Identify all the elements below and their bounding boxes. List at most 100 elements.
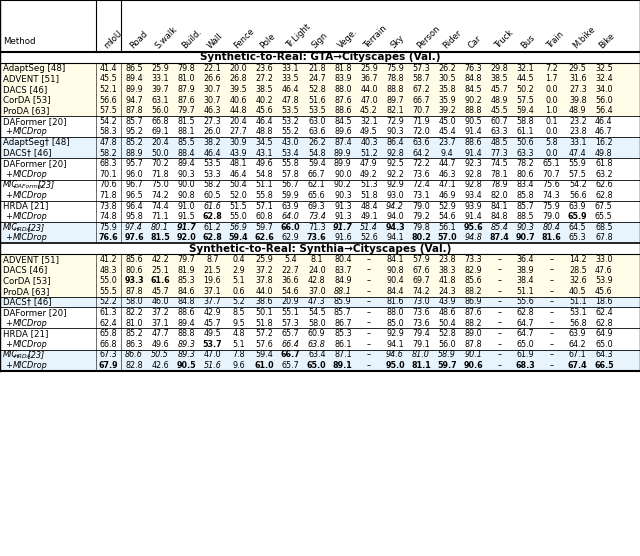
Text: 79.1: 79.1 <box>412 340 430 349</box>
Text: 88.4: 88.4 <box>177 148 195 157</box>
Text: 44.0: 44.0 <box>256 287 273 296</box>
Text: 21.5: 21.5 <box>204 266 221 275</box>
Text: 63.9: 63.9 <box>569 202 587 211</box>
Text: 65.3: 65.3 <box>569 234 587 242</box>
Bar <box>0 318 640 329</box>
Text: 54.2: 54.2 <box>569 180 587 190</box>
Text: 47.8: 47.8 <box>282 96 300 105</box>
Text: 57.3: 57.3 <box>412 64 430 73</box>
Text: [23]: [23] <box>24 350 44 359</box>
Text: 72.2: 72.2 <box>412 159 430 168</box>
Text: 78.9: 78.9 <box>491 180 508 190</box>
Text: 40.3: 40.3 <box>360 138 378 147</box>
Text: 38.5: 38.5 <box>491 75 508 83</box>
Text: +: + <box>6 170 15 179</box>
Text: 92.8: 92.8 <box>465 180 482 190</box>
Text: 47.0: 47.0 <box>204 350 221 359</box>
Text: 50.6: 50.6 <box>516 138 534 147</box>
Text: 85.7: 85.7 <box>125 117 143 126</box>
Text: 23.8: 23.8 <box>438 255 456 264</box>
Text: 35.9: 35.9 <box>438 96 456 105</box>
Text: 67.6: 67.6 <box>412 266 430 275</box>
Text: 65.7: 65.7 <box>282 329 300 338</box>
Bar <box>0 329 640 339</box>
Text: 73.6: 73.6 <box>412 308 430 317</box>
Text: 65.0: 65.0 <box>307 361 326 370</box>
Text: 85.9: 85.9 <box>334 297 352 306</box>
Text: 25.1: 25.1 <box>151 266 169 275</box>
Text: –: – <box>550 308 554 317</box>
Text: 55.8: 55.8 <box>282 159 300 168</box>
Text: 33.1: 33.1 <box>569 138 586 147</box>
Text: 37.8: 37.8 <box>256 276 273 285</box>
Text: 80.4: 80.4 <box>334 255 351 264</box>
Text: 53.2: 53.2 <box>282 117 300 126</box>
Text: Synthetic-to-Real: GTA→Cityscapes (Val.): Synthetic-to-Real: GTA→Cityscapes (Val.) <box>200 52 440 62</box>
Text: 57.9: 57.9 <box>412 255 430 264</box>
Text: 43.9: 43.9 <box>230 148 247 157</box>
Text: 16.2: 16.2 <box>595 138 612 147</box>
Text: –: – <box>497 319 502 327</box>
Text: Bike: Bike <box>598 31 617 50</box>
Text: 87.6: 87.6 <box>334 96 351 105</box>
Text: 84.1: 84.1 <box>387 255 404 264</box>
Text: 63.3: 63.3 <box>517 148 534 157</box>
Text: 47.1: 47.1 <box>438 180 456 190</box>
Text: 8.5: 8.5 <box>232 308 244 317</box>
Bar <box>0 265 640 275</box>
Text: 24.0: 24.0 <box>308 266 326 275</box>
Text: 26.6: 26.6 <box>204 75 221 83</box>
Text: 92.5: 92.5 <box>386 159 404 168</box>
Text: 42.8: 42.8 <box>308 276 326 285</box>
Text: 59.7: 59.7 <box>437 361 457 370</box>
Bar <box>0 307 640 318</box>
Text: 59.4: 59.4 <box>516 106 534 115</box>
Text: 64.7: 64.7 <box>516 329 534 338</box>
Text: 65.0: 65.0 <box>516 340 534 349</box>
Text: 70.1: 70.1 <box>100 170 117 179</box>
Text: 65.8: 65.8 <box>100 329 117 338</box>
Text: 51.6: 51.6 <box>204 361 221 370</box>
Text: 57.1: 57.1 <box>255 202 273 211</box>
Text: 88.6: 88.6 <box>465 138 482 147</box>
Text: 67.8: 67.8 <box>595 234 612 242</box>
Text: 69.7: 69.7 <box>412 276 430 285</box>
Text: 68.5: 68.5 <box>595 223 612 232</box>
Text: –: – <box>497 361 502 370</box>
Text: 66.7: 66.7 <box>308 170 326 179</box>
Text: +: + <box>6 340 15 349</box>
Text: 48.1: 48.1 <box>230 159 247 168</box>
Text: 57.6: 57.6 <box>255 340 273 349</box>
Text: 67.5: 67.5 <box>595 202 612 211</box>
Text: 52.9: 52.9 <box>438 202 456 211</box>
Text: 34.0: 34.0 <box>595 85 612 94</box>
Text: 37.1: 37.1 <box>151 319 169 327</box>
Text: 87.9: 87.9 <box>177 85 195 94</box>
Text: 29.8: 29.8 <box>491 64 508 73</box>
Text: 86.3: 86.3 <box>125 340 143 349</box>
Text: 22.1: 22.1 <box>204 64 221 73</box>
Text: 88.2: 88.2 <box>465 287 482 296</box>
Text: 62.4: 62.4 <box>100 319 117 327</box>
Text: 26.8: 26.8 <box>230 75 247 83</box>
Text: –: – <box>367 340 371 349</box>
Text: 94.2: 94.2 <box>386 202 404 211</box>
Text: –: – <box>497 329 502 338</box>
Text: MIC: MIC <box>3 180 18 190</box>
Text: 46.4: 46.4 <box>595 117 612 126</box>
Text: –: – <box>550 276 554 285</box>
Text: 32.6: 32.6 <box>569 276 587 285</box>
Text: 65.6: 65.6 <box>308 191 326 200</box>
Text: 39.5: 39.5 <box>230 85 247 94</box>
Text: 27.7: 27.7 <box>230 127 248 136</box>
Text: 52.8: 52.8 <box>438 329 456 338</box>
Text: 96.0: 96.0 <box>125 170 143 179</box>
Text: Tr.Light: Tr.Light <box>284 22 312 50</box>
Text: 90.3: 90.3 <box>386 127 404 136</box>
Text: 32.5: 32.5 <box>595 64 612 73</box>
Text: 44.5: 44.5 <box>516 75 534 83</box>
Text: 57.5: 57.5 <box>516 96 534 105</box>
Text: 51.4: 51.4 <box>360 223 378 232</box>
Text: 52.1: 52.1 <box>100 85 117 94</box>
Text: AdaptSeg [48]: AdaptSeg [48] <box>3 64 65 73</box>
